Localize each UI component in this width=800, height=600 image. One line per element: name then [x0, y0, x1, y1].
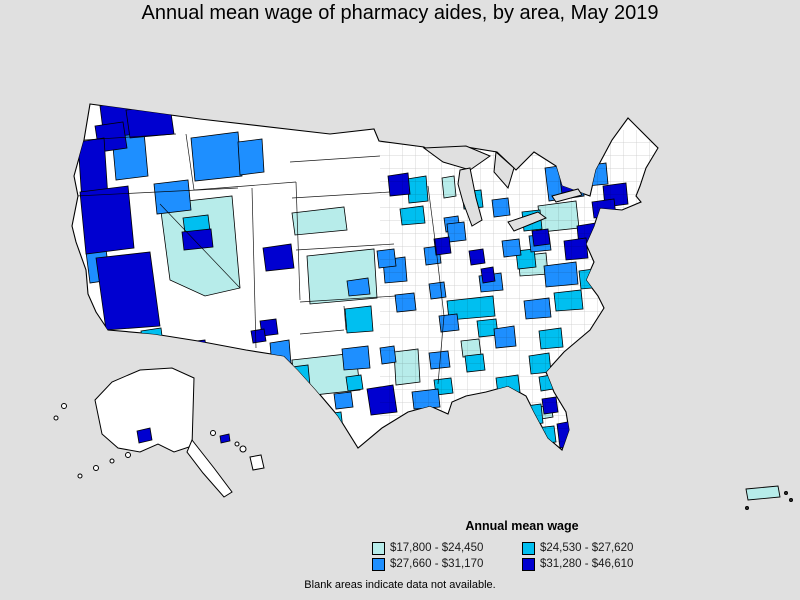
page-title: Annual mean wage of pharmacy aides, by a… [141, 2, 659, 24]
lake-michigan [457, 167, 483, 227]
map-region-san-antonio [333, 391, 354, 410]
map-region-california-central-valley [95, 251, 161, 331]
legend-grid: $17,800 - $24,450 $24,530 - $27,620 $27,… [372, 540, 672, 572]
lake-superior [422, 145, 492, 171]
map-footnote: Blank areas indicate data not available. [304, 579, 496, 591]
legend-title: Annual mean wage [465, 519, 579, 533]
map-region-kansas-nonmetropolitan [306, 248, 378, 305]
map-region-boise-southern-idaho [190, 131, 243, 182]
hawaii-inset [210, 430, 265, 471]
map-region-phoenix [171, 339, 209, 366]
map-region-nebraska-nonmetropolitan [291, 206, 348, 236]
map-region-las-cruces [250, 328, 267, 344]
lake-erie [507, 211, 548, 232]
lake-ontario [551, 188, 583, 203]
map-region-denver-front-range [262, 243, 295, 272]
map-region-eastern-washington [125, 105, 175, 139]
map-region-northern-california-coast [79, 185, 135, 255]
map-region-honolulu [219, 433, 231, 444]
puerto-rico-inset [745, 485, 793, 510]
map-region-wichita [346, 277, 371, 297]
legend-label-bin3: $27,660 - $31,170 [390, 558, 484, 570]
map-region-waco-austin [345, 374, 364, 392]
map-region-corpus-christi [325, 411, 344, 432]
alaska-inset [53, 367, 233, 498]
legend-swatch-bin2 [522, 541, 535, 555]
map-region-western-arizona [140, 327, 164, 347]
legend-item-bin1: $17,800 - $24,450 [372, 540, 522, 556]
legend-item-bin2: $24,530 - $27,620 [522, 540, 672, 556]
map-region-anchorage [136, 427, 153, 444]
great-lakes [422, 145, 583, 232]
map-region-salt-lake-city [181, 228, 214, 251]
map-region-west-texas [259, 364, 313, 412]
map-region-oklahoma-city-tulsa [344, 305, 374, 334]
legend-label-bin1: $17,800 - $24,450 [390, 542, 484, 554]
legend-swatch-bin3 [372, 557, 385, 571]
legend-swatch-bin1 [372, 541, 385, 555]
legend-label-bin4: $31,280 - $46,610 [540, 558, 634, 570]
legend-item-bin3: $27,660 - $31,170 [372, 556, 522, 572]
legend: Annual mean wage $17,800 - $24,450 $24,5… [372, 519, 672, 572]
legend-item-bin4: $31,280 - $46,610 [522, 556, 672, 572]
map-region-central-montana [237, 138, 265, 176]
legend-swatch-bin4 [522, 557, 535, 571]
map-region-puerto-rico [745, 485, 781, 501]
lake-huron [493, 150, 515, 190]
legend-label-bin2: $24,530 - $27,620 [540, 542, 634, 554]
map-region-albuquerque [269, 339, 292, 367]
map-region-northeast-california [153, 179, 192, 215]
map-region-fort-worth-central-texas [341, 345, 371, 371]
